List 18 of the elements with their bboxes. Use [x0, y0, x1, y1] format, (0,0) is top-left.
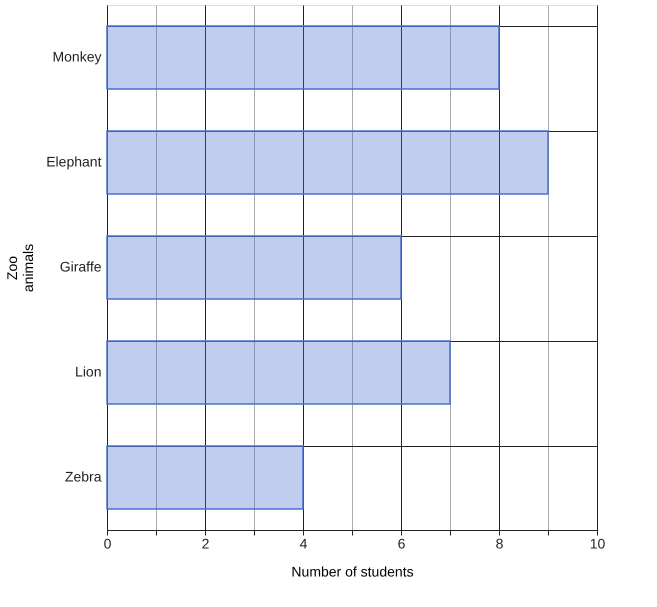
x-tick-label: 2	[202, 536, 210, 552]
bar	[106, 235, 402, 300]
x-tick-label: 8	[496, 536, 504, 552]
y-axis-title: Zoo animals	[4, 244, 36, 292]
bar	[106, 25, 500, 90]
x-tick-label: 4	[300, 536, 308, 552]
y-tick-label: Monkey	[52, 48, 102, 64]
x-tick-label: 10	[590, 536, 606, 552]
bar	[106, 445, 304, 510]
x-axis-title: Number of students	[291, 564, 414, 580]
y-tick-label: Giraffe	[60, 258, 102, 274]
bar	[106, 130, 549, 195]
y-tick-label: Lion	[75, 364, 102, 380]
bar	[106, 340, 451, 405]
x-tick-label: 0	[104, 536, 112, 552]
y-tick-label: Elephant	[46, 154, 102, 170]
y-tick-label: Zebra	[64, 468, 102, 484]
x-tick-label: 6	[398, 536, 406, 552]
